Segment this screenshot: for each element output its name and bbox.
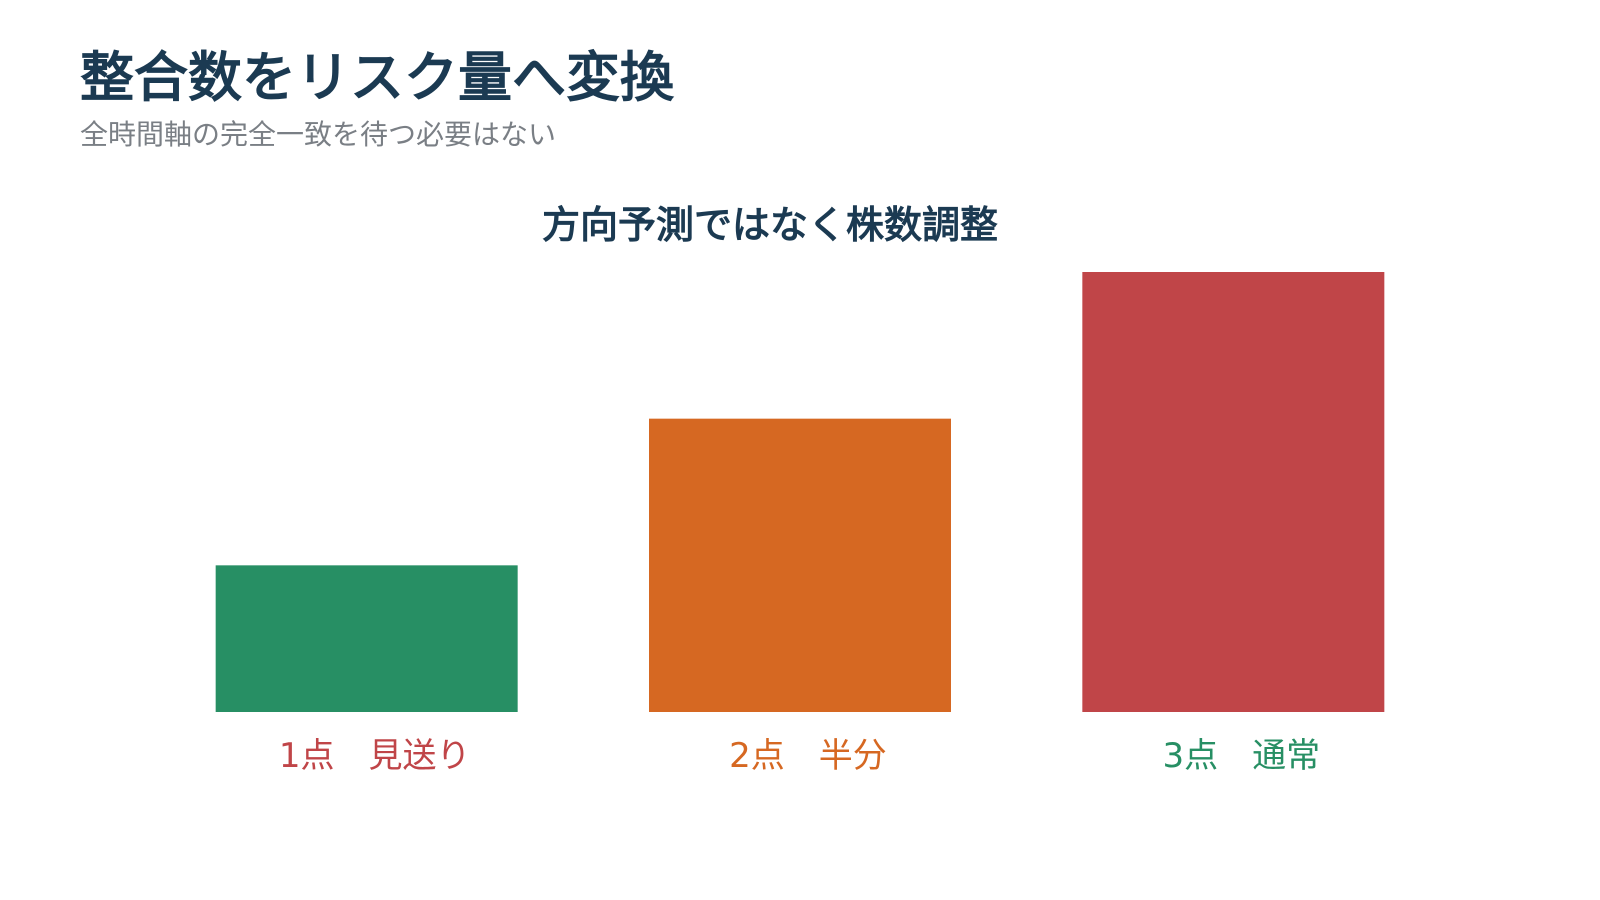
category-label-3: 3点 通常: [1163, 736, 1321, 776]
category-label-2: 2点 半分: [729, 736, 887, 776]
category-label-1: 1点 見送り: [279, 736, 471, 776]
bar-3: [1082, 272, 1385, 712]
chart-title: 方向予測ではなく株数調整: [542, 203, 998, 247]
slide-subtitle: 全時間軸の完全一致を待つ必要はない: [80, 118, 557, 151]
bar-2: [649, 418, 951, 712]
slide-title: 整合数をリスク量へ変換: [80, 46, 674, 109]
bar-1: [215, 565, 518, 712]
